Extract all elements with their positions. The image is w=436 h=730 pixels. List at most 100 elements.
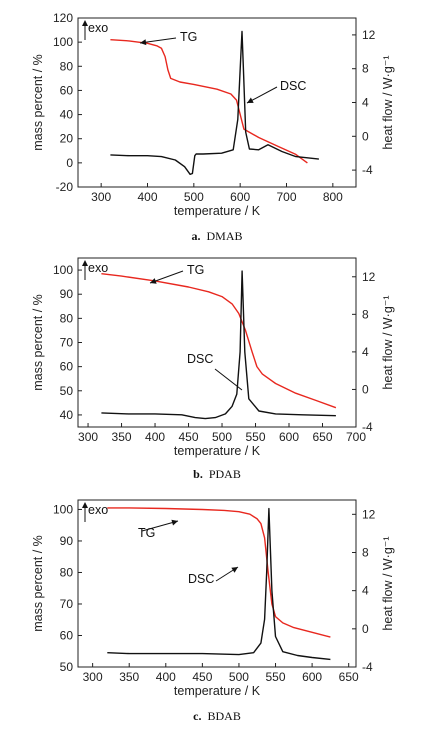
- y-right-axis-title: heat flow / W·g⁻¹: [381, 55, 395, 149]
- x-tick-label: 600: [230, 190, 250, 204]
- tg-annotation-label: TG: [180, 30, 197, 44]
- x-tick-label: 650: [312, 430, 332, 444]
- x-tick-label: 300: [83, 670, 103, 684]
- y-left-tick-label: 120: [53, 11, 73, 25]
- y-right-tick-label: 12: [362, 28, 376, 42]
- series-line-tg: [110, 39, 308, 164]
- series-line-dsc: [110, 30, 319, 176]
- chart-panel-bdab: 300 350 400 450 500 550 600 650 50 60 70 80 90 100 -4 0…: [31, 499, 395, 723]
- y-left-tick-label: 80: [60, 565, 74, 579]
- x-axis-title: temperature / K: [174, 444, 261, 458]
- y-right-tick-label: 0: [362, 382, 369, 396]
- x-tick-label: 400: [137, 190, 157, 204]
- y-right-tick-label: 4: [362, 584, 369, 598]
- series-line-dsc: [101, 270, 336, 420]
- y-left-axis-title: mass percent / %: [31, 54, 45, 151]
- y-left-tick-label: 40: [60, 108, 74, 122]
- y-right-axis-title: heat flow / W·g⁻¹: [381, 295, 395, 389]
- y-left-tick-label: 40: [60, 408, 74, 422]
- x-tick-label: 300: [78, 430, 98, 444]
- exo-arrow-head: [82, 20, 88, 26]
- panel-caption: a. DMAB: [191, 229, 242, 243]
- y-left-tick-label: 80: [60, 311, 74, 325]
- x-tick-label: 650: [339, 670, 359, 684]
- tg-annotation-label: TG: [138, 526, 155, 540]
- y-left-tick-label: 60: [60, 83, 74, 97]
- plot-frame: [77, 17, 357, 188]
- y-right-tick-label: 0: [362, 129, 369, 143]
- x-tick-label: 550: [246, 430, 266, 444]
- exo-label: exo: [88, 261, 108, 275]
- y-right-tick-label: -4: [362, 163, 373, 177]
- x-tick-label: 350: [112, 430, 132, 444]
- x-tick-label: 450: [192, 670, 212, 684]
- y-right-tick-label: -4: [362, 660, 373, 674]
- y-left-tick-label: -20: [56, 180, 74, 194]
- caption-name: PDAB: [209, 467, 241, 481]
- x-tick-label: 600: [302, 670, 322, 684]
- y-left-tick-label: 100: [53, 502, 73, 516]
- y-left-tick-label: 60: [60, 360, 74, 374]
- dsc-annotation-label: DSC: [280, 79, 306, 93]
- plot-frame: [77, 499, 357, 668]
- caption-name: DMAB: [206, 229, 242, 243]
- y-right-tick-label: 4: [362, 96, 369, 110]
- y-left-tick-label: 20: [60, 132, 74, 146]
- y-right-tick-label: 0: [362, 622, 369, 636]
- dsc-annotation-arrow: [214, 368, 243, 391]
- x-tick-label: 800: [323, 190, 343, 204]
- tg-annotation-arrowhead: [150, 278, 157, 284]
- y-right-tick-label: 12: [362, 270, 376, 284]
- caption-name: BDAB: [207, 709, 240, 723]
- y-right-tick-label: 4: [362, 345, 369, 359]
- x-tick-label: 700: [346, 430, 366, 444]
- y-left-axis-title: mass percent / %: [31, 294, 45, 391]
- y-left-tick-label: 100: [53, 35, 73, 49]
- x-tick-label: 400: [145, 430, 165, 444]
- x-tick-label: 500: [184, 190, 204, 204]
- caption-letter: b.: [193, 467, 206, 481]
- x-axis-title: temperature / K: [174, 684, 261, 698]
- plot-frame: [77, 257, 357, 428]
- tg-annotation-arrowhead: [140, 39, 147, 46]
- y-right-axis-title: heat flow / W·g⁻¹: [381, 536, 395, 630]
- y-left-tick-label: 50: [60, 384, 74, 398]
- y-left-axis-title: mass percent / %: [31, 535, 45, 632]
- y-right-tick-label: 8: [362, 545, 369, 559]
- series-line-tg: [107, 507, 331, 638]
- x-tick-label: 300: [91, 190, 111, 204]
- caption-letter: c.: [193, 709, 204, 723]
- y-left-tick-label: 60: [60, 628, 74, 642]
- tg-annotation-label: TG: [187, 263, 204, 277]
- x-tick-label: 450: [179, 430, 199, 444]
- x-tick-label: 500: [229, 670, 249, 684]
- y-right-tick-label: -4: [362, 420, 373, 434]
- panel-caption: c. BDAB: [193, 709, 241, 723]
- y-left-tick-label: 50: [60, 660, 74, 674]
- y-left-tick-label: 80: [60, 59, 74, 73]
- exo-arrow-head: [82, 260, 88, 266]
- x-axis-title: temperature / K: [174, 204, 261, 218]
- y-right-tick-label: 12: [362, 507, 376, 521]
- y-left-tick-label: 70: [60, 597, 74, 611]
- tg-annotation-arrowhead: [171, 519, 178, 526]
- y-right-tick-label: 8: [362, 62, 369, 76]
- dsc-annotation-label: DSC: [187, 352, 213, 366]
- series-line-dsc: [107, 507, 331, 661]
- tg-annotation-arrow: [141, 520, 179, 532]
- series-line-tg: [101, 273, 337, 409]
- x-tick-label: 700: [276, 190, 296, 204]
- panel-caption: b. PDAB: [193, 467, 241, 481]
- x-tick-label: 500: [212, 430, 232, 444]
- dsc-annotation-arrowhead: [231, 567, 238, 573]
- dsc-annotation-arrowhead: [247, 97, 254, 103]
- dsc-annotation-label: DSC: [188, 572, 214, 586]
- x-tick-label: 350: [119, 670, 139, 684]
- y-left-tick-label: 0: [66, 156, 73, 170]
- exo-label: exo: [88, 21, 108, 35]
- tg-annotation-arrow: [139, 37, 177, 44]
- y-right-tick-label: 8: [362, 307, 369, 321]
- x-tick-label: 550: [266, 670, 286, 684]
- exo-label: exo: [88, 503, 108, 517]
